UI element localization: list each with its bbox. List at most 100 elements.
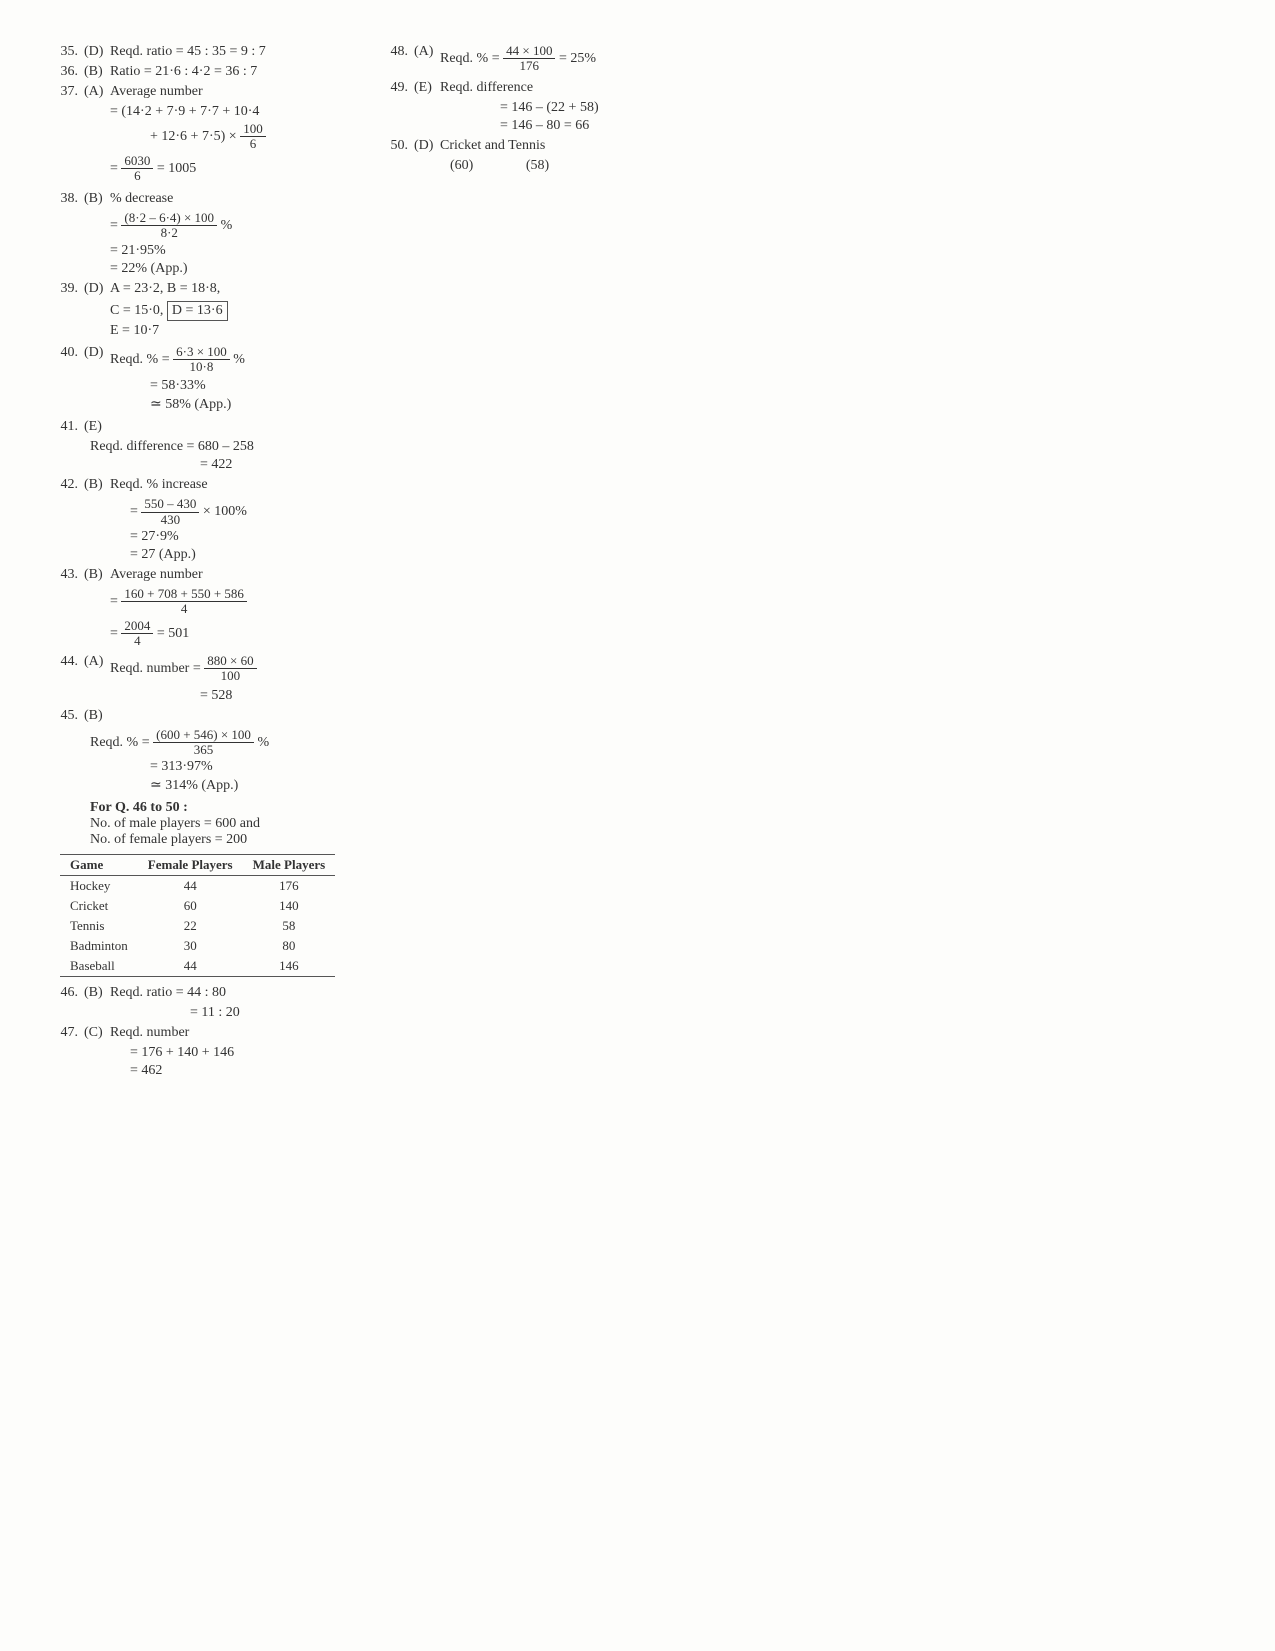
ans: (B) [84, 567, 110, 583]
table-row: Hockey 44 176 [60, 876, 335, 897]
label: Reqd. number = 880 × 60 100 [110, 654, 350, 684]
den: 100 [204, 669, 256, 683]
q49-l1: = 146 – (22 + 58) [380, 100, 680, 116]
num: 44 × 100 [503, 44, 555, 59]
q48: 48. (A) Reqd. % = 44 × 100 176 = 25% [380, 44, 680, 74]
label: % decrease [110, 191, 350, 207]
pre: + 12·6 + 7·5) × [150, 129, 240, 144]
label: Reqd. % increase [110, 477, 350, 493]
q47: 47. (C) Reqd. number [50, 1025, 350, 1041]
q45-l1: Reqd. % = (600 + 546) × 100 365 % [50, 728, 350, 758]
ans: (A) [84, 654, 110, 670]
ans: (D) [84, 44, 110, 60]
pre: = [110, 161, 121, 176]
q37-l3: = 6030 6 = 1005 [50, 154, 350, 184]
q37-l1: = (14·2 + 7·9 + 7·7 + 10·4 [50, 104, 350, 120]
qnum: 39. [50, 281, 84, 297]
q39-l3: E = 10·7 [50, 323, 350, 339]
q43-l2: = 2004 4 = 501 [50, 619, 350, 649]
post: % [257, 735, 269, 750]
section-note: For Q. 46 to 50 : No. of male players = … [50, 800, 350, 848]
qnum: 46. [50, 985, 84, 1001]
ans: (B) [84, 985, 110, 1001]
q41-l2: = 422 [50, 457, 350, 473]
qnum: 38. [50, 191, 84, 207]
pre: = [492, 51, 503, 66]
lbl: Reqd. % [110, 352, 162, 367]
frac: 160 + 708 + 550 + 586 4 [121, 587, 247, 617]
label: Average number [110, 567, 350, 583]
num: (600 + 546) × 100 [153, 728, 254, 743]
q45: 45. (B) [50, 708, 350, 724]
col-male: Male Players [243, 855, 336, 876]
q43: 43. (B) Average number [50, 567, 350, 583]
ans: (D) [84, 281, 110, 297]
cell: 30 [138, 936, 243, 956]
table-row: Tennis 22 58 [60, 916, 335, 936]
box: D = 13·6 [167, 301, 228, 321]
qnum: 50. [380, 138, 414, 154]
frac: 550 – 430 430 [141, 497, 199, 527]
frac: 2004 4 [121, 619, 153, 649]
den: 4 [121, 634, 153, 648]
cell: Cricket [60, 896, 138, 916]
q46-l2: = 11 : 20 [50, 1005, 350, 1021]
label: Reqd. difference [440, 80, 680, 96]
post: = 1005 [157, 161, 196, 176]
q37: 37. (A) Average number [50, 84, 350, 100]
qnum: 45. [50, 708, 84, 724]
table-row: Cricket 60 140 [60, 896, 335, 916]
q42-l3: = 27 (App.) [50, 547, 350, 563]
post: × 100% [203, 504, 247, 519]
lbl: Reqd. number [110, 661, 193, 676]
pre: = [162, 352, 173, 367]
ans: (C) [84, 1025, 110, 1041]
num: 6·3 × 100 [173, 345, 230, 360]
q42-l2: = 27·9% [50, 529, 350, 545]
frac: 100 6 [240, 122, 266, 152]
col-female: Female Players [138, 855, 243, 876]
qnum: 40. [50, 345, 84, 361]
ans: (B) [84, 191, 110, 207]
den: 10·8 [173, 360, 230, 374]
q38-l2: = 21·95% [50, 243, 350, 259]
table-header-row: Game Female Players Male Players [60, 855, 335, 876]
ans: (B) [84, 64, 110, 80]
section-title: For Q. 46 to 50 : [90, 800, 350, 816]
ans: (A) [84, 84, 110, 100]
q49-l2: = 146 – 80 = 66 [380, 118, 680, 134]
post: = 25% [559, 51, 596, 66]
cell: 22 [138, 916, 243, 936]
qnum: 37. [50, 84, 84, 100]
q40-l2: = 58·33% [50, 378, 350, 394]
q45-l3: ≃ 314% (App.) [50, 777, 350, 794]
q38: 38. (B) % decrease [50, 191, 350, 207]
num: 550 – 430 [141, 497, 199, 512]
cell: 176 [243, 876, 336, 897]
den: 6 [240, 137, 266, 151]
q46: 46. (B) Reqd. ratio = 44 : 80 [50, 985, 350, 1001]
q40-l3: ≃ 58% (App.) [50, 396, 350, 413]
num: 6030 [121, 154, 153, 169]
section-l2: No. of female players = 200 [90, 832, 350, 848]
pre: Reqd. % = [90, 735, 153, 750]
l1: A = 23·2, B = 18·8, [110, 281, 350, 297]
label: Reqd. % = 44 × 100 176 = 25% [440, 44, 680, 74]
ans: (A) [414, 44, 440, 60]
pre: = [193, 661, 204, 676]
section-l1: No. of male players = 600 and [90, 816, 350, 832]
qnum: 44. [50, 654, 84, 670]
num: (8·2 – 6·4) × 100 [121, 211, 217, 226]
cell: Hockey [60, 876, 138, 897]
q35: 35. (D) Reqd. ratio = 45 : 35 = 9 : 7 [50, 44, 350, 60]
table-row: Badminton 30 80 [60, 936, 335, 956]
q45-l2: = 313·97% [50, 759, 350, 775]
den: 4 [121, 602, 247, 616]
ans: (D) [414, 138, 440, 154]
q40: 40. (D) Reqd. % = 6·3 × 100 10·8 % [50, 345, 350, 375]
text: Ratio = 21·6 : 4·2 = 36 : 7 [110, 64, 350, 80]
qnum: 35. [50, 44, 84, 60]
lbl: Reqd. % [440, 51, 492, 66]
l1: Reqd. ratio = 44 : 80 [110, 985, 350, 1001]
ans: (E) [414, 80, 440, 96]
